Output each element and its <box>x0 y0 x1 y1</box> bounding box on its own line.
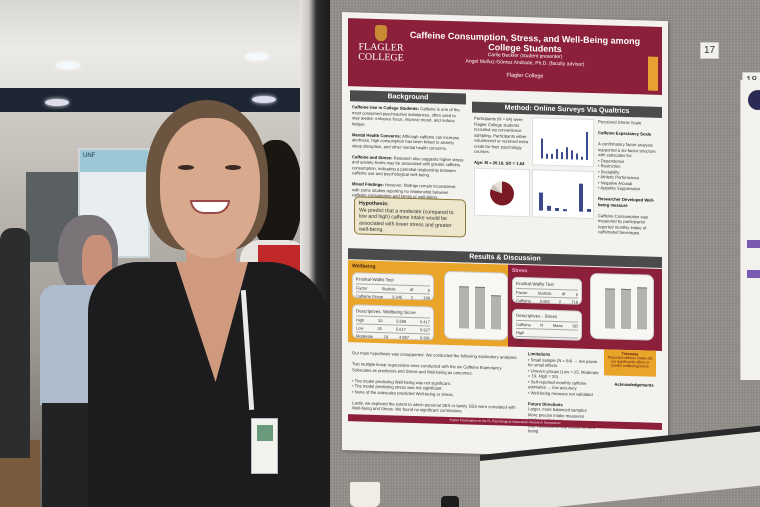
ceiling-light <box>245 53 269 60</box>
bottle-cap <box>441 496 459 507</box>
conference-badge <box>648 56 658 91</box>
badge-logo <box>257 425 273 441</box>
hypothesis-box: Hypothesis: We predict that a moderate (… <box>354 196 466 238</box>
paper-cup <box>350 482 380 507</box>
ceiling-light <box>252 96 276 103</box>
ceiling-band <box>0 88 300 112</box>
race-ethnicity-pie-chart <box>474 167 530 218</box>
stress-kruskal-table: Kruskal-Wallis Test Factor Statistic df p C… <box>512 276 582 306</box>
ceiling-light <box>56 62 80 69</box>
favorite-drink-chart <box>532 117 594 168</box>
background-poster-header: UNF <box>83 153 96 159</box>
adjacent-poster-stripe <box>747 240 760 248</box>
presenter-eye <box>225 165 241 170</box>
flagler-logo: FLAGLER COLLEGE <box>356 24 406 64</box>
poster-title-banner: FLAGLER COLLEGE Caffeine Consumption, St… <box>348 18 662 95</box>
research-poster: FLAGLER COLLEGE Caffeine Consumption, St… <box>342 12 668 460</box>
board-number-tag: 17 <box>700 42 720 59</box>
crest-icon <box>375 24 387 42</box>
background-text: Caffeine Use in College Students: Caffei… <box>352 104 464 200</box>
stress-panel: Stress Kruskal-Wallis Test Factor Statist… <box>508 264 662 351</box>
takeaway-box: Takeaway Reported caffeine intake did no… <box>604 349 656 377</box>
stress-descriptives-table: Descriptives - Stress Caffeine N Mean SD Hi… <box>512 308 582 346</box>
wellbeing-kruskal-table: Kruskal-Wallis Test Factor Statistic df p C… <box>352 272 434 302</box>
adjacent-poster-logo <box>748 90 760 110</box>
wellbeing-descriptives-table: Descriptives: Wellbeing Score High 20 5.56… <box>352 304 434 342</box>
wellbeing-panel: Wellbeing Kruskal-Wallis Test Factor Stat… <box>348 260 508 347</box>
ses-chart <box>532 169 594 220</box>
background-person <box>0 228 30 458</box>
acknowledgements: Acknowledgements <box>614 381 654 388</box>
presenter-face <box>160 118 260 258</box>
adjacent-poster <box>740 80 760 380</box>
poster-affiliation: Flagler College <box>506 72 544 80</box>
wellbeing-label: Wellbeing <box>352 263 376 270</box>
method-measures: Perceived Stress Scale Caffeine Expectan… <box>598 119 656 236</box>
background-header: Background <box>350 90 466 105</box>
name-badge <box>251 418 278 474</box>
results-section: Results & Discussion Wellbeing Kruskal-W… <box>348 248 662 351</box>
stress-bar-chart <box>590 272 654 341</box>
ceiling <box>0 0 310 120</box>
poster-footer: Poster Presentation at the FL Psychologi… <box>348 414 662 430</box>
adjacent-poster-stripe <box>747 270 760 278</box>
discussion-text: Our main hypothesis was unsupported. We … <box>352 350 518 414</box>
stress-label: Stress <box>512 267 528 275</box>
ceiling-light <box>45 99 69 106</box>
presenter-eye <box>178 165 194 170</box>
wellbeing-bar-chart <box>444 270 508 341</box>
